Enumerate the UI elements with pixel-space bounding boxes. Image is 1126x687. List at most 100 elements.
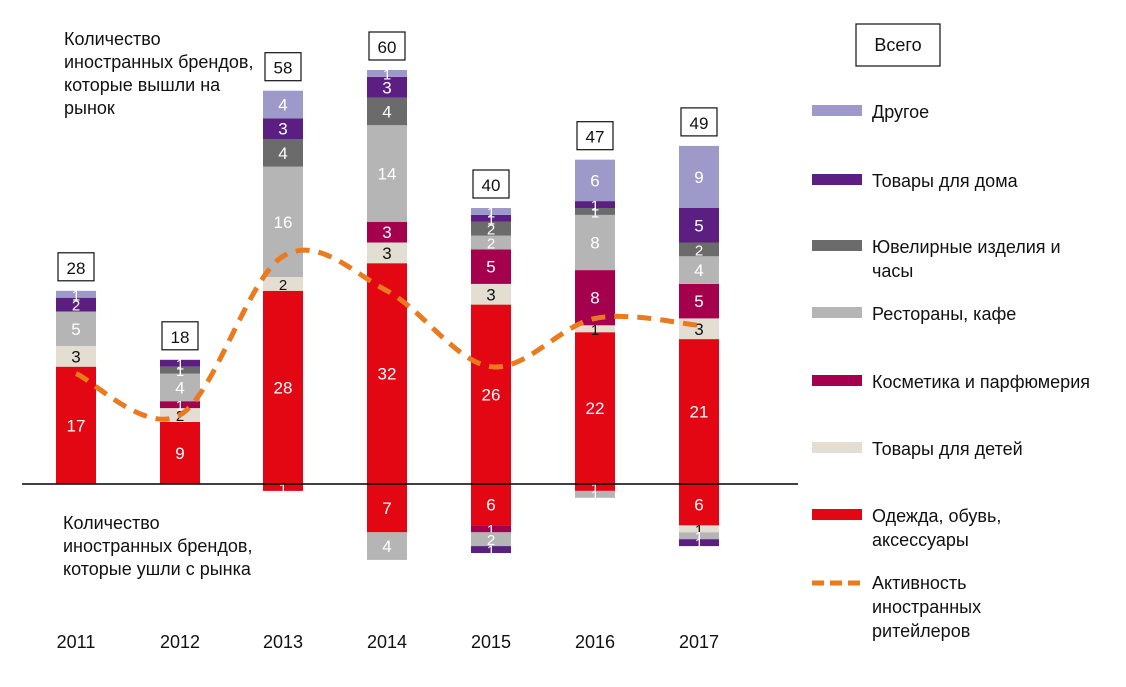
bar-2017-одежда-обувь-аксессуары	[679, 339, 719, 484]
total-box-2012	[161, 321, 199, 351]
bar-label-2014-рестораны-кафе: 14	[378, 165, 397, 184]
bar-2014-ювелирные-изделия-и-часы	[367, 97, 407, 126]
exited-caption: Количество иностранных брендов, которые уш…	[63, 513, 252, 579]
exit-bar-label-2017-одежда-обувь-аксессуары: 6	[694, 496, 703, 515]
bar-2013-товары-для-дома	[263, 118, 303, 139]
legend-label-line: иностранных	[872, 597, 981, 617]
legend-label-другое: Другое	[872, 102, 929, 122]
legend-label-одежда-обувь-аксессуары: Одежда, обувь, аксессуары	[872, 506, 1001, 550]
bar-label-2016-одежда-обувь-аксессуары: 22	[586, 399, 605, 418]
legend-label-line: часы	[872, 261, 913, 281]
exit-bar-2017-одежда-обувь-аксессуары	[679, 484, 719, 526]
exit-bar-label-2014-рестораны-кафе: 4	[382, 537, 391, 556]
total-box-2014	[368, 31, 406, 61]
bar-label-2013-рестораны-кафе: 16	[274, 213, 293, 232]
legend-total-box	[855, 23, 941, 67]
bar-label-2017-косметика-и-парфюмерия: 5	[694, 292, 703, 311]
bar-label-2014-ювелирные-изделия-и-часы: 4	[382, 102, 391, 121]
bar-2012-одежда-обувь-аксессуары	[160, 421, 200, 484]
bar-2017-косметика-и-парфюмерия	[679, 283, 719, 319]
bar-label-2014-одежда-обувь-аксессуары: 32	[378, 365, 397, 384]
exit-bar-2017-товары-для-детей	[679, 525, 719, 533]
bar-label-2013-другое: 4	[278, 96, 287, 115]
bar-label-2017-товары-для-дома: 5	[694, 216, 703, 235]
bar-label-2017-другое: 9	[694, 168, 703, 187]
legend-swatch-косметика-и-парфюмерия	[812, 375, 862, 386]
exit-bar-2013-одежда-обувь-аксессуары	[263, 484, 303, 491]
legend-total-label: Всего	[874, 35, 921, 55]
bar-2011-рестораны-кафе	[56, 311, 96, 346]
bar-label-2015-рестораны-кафе: 2	[487, 236, 495, 253]
legend-swatch-ювелирные-изделия-и-часы	[812, 240, 862, 251]
bar-label-2011-товары-для-детей: 3	[71, 347, 80, 366]
legend: Всего Другое Товары для дома Ювелирные изде…	[812, 23, 1090, 641]
bar-2016-рестораны-кафе	[575, 214, 615, 271]
year-axis-labels: 2011 2012 2013 2014 2015 2016 2017	[57, 632, 719, 652]
bar-label-2011-товары-для-дома: 2	[72, 298, 80, 315]
bar-label-2012-рестораны-кафе: 4	[175, 378, 184, 397]
legend-label-товары-для-детей: Товары для детей	[872, 439, 1023, 459]
total-box-2013	[264, 52, 302, 82]
bar-2015-одежда-обувь-аксессуары	[471, 304, 511, 484]
legend-swatch-рестораны-кафе	[812, 307, 862, 318]
bar-2015-косметика-и-парфюмерия	[471, 249, 511, 284]
bar-label-2011-другое: 1	[72, 287, 80, 304]
legend-label-line: Косметика и парфюмерия	[872, 372, 1090, 392]
activity-line	[74, 247, 700, 422]
bar-2011-одежда-обувь-аксессуары	[56, 366, 96, 484]
year-label-2016: 2016	[575, 632, 615, 652]
bar-label-2012-косметика-и-парфюмерия: 1	[176, 398, 184, 415]
bar-label-2016-ювелирные-изделия-и-часы: 1	[591, 204, 599, 221]
bar-2011-товары-для-дома	[56, 297, 96, 312]
year-label-2011: 2011	[57, 632, 96, 652]
bar-2012-товары-для-дома	[160, 359, 200, 367]
exit-bar-2014-одежда-обувь-аксессуары	[367, 484, 407, 533]
exit-bar-2015-рестораны-кафе	[471, 532, 511, 547]
bar-label-2012-ювелирные-изделия-и-часы: 1	[176, 363, 184, 380]
bar-2015-рестораны-кафе	[471, 235, 511, 250]
exit-bar-2015-одежда-обувь-аксессуары	[471, 484, 511, 526]
bar-label-2015-другое: 1	[487, 204, 495, 221]
bar-label-2015-ювелирные-изделия-и-часы: 2	[487, 222, 495, 239]
bar-label-2012-товары-для-дома: 1	[176, 356, 184, 373]
bar-2015-товары-для-дома	[471, 214, 511, 222]
exit-bar-2016-рестораны-кафе	[575, 490, 615, 498]
bar-2017-рестораны-кафе	[679, 256, 719, 284]
exit-bar-label-2017-товары-для-дома: 1	[695, 536, 703, 553]
exited-caption-line: Количество	[63, 513, 160, 533]
bar-2011-другое	[56, 290, 96, 298]
bar-label-2016-косметика-и-парфюмерия: 8	[590, 289, 599, 308]
exited-caption-line: которые ушли с рынка	[63, 559, 252, 579]
bar-2013-другое	[263, 90, 303, 119]
exit-bar-label-2015-рестораны-кафе: 2	[487, 532, 495, 549]
bar-2013-ювелирные-изделия-и-часы	[263, 139, 303, 167]
bar-label-2014-товары-для-детей: 3	[382, 244, 391, 263]
bar-label-2015-товары-для-дома: 1	[487, 211, 495, 228]
bar-2012-ювелирные-изделия-и-часы	[160, 366, 200, 374]
bar-label-2017-ювелирные-изделия-и-часы: 2	[695, 242, 703, 259]
entered-caption-line: Количество	[64, 29, 161, 49]
total-value-2013: 58	[274, 59, 293, 78]
bar-label-2013-товары-для-детей: 2	[279, 277, 287, 294]
bar-label-2017-рестораны-кафе: 4	[694, 261, 703, 280]
legend-label-line: Другое	[872, 102, 929, 122]
bar-label-2016-рестораны-кафе: 8	[590, 234, 599, 253]
year-label-2015: 2015	[471, 632, 511, 652]
bar-label-2016-товары-для-дома: 1	[591, 198, 599, 215]
bar-label-2013-товары-для-дома: 3	[278, 120, 287, 139]
exit-bar-2015-косметика-и-парфюмерия	[471, 525, 511, 533]
bar-label-2015-косметика-и-парфюмерия: 5	[486, 258, 495, 277]
bar-2011-товары-для-детей	[56, 346, 96, 367]
bar-2015-товары-для-детей	[471, 283, 511, 305]
bar-label-2011-одежда-обувь-аксессуары: 17	[67, 416, 86, 435]
exit-bar-2015-товары-для-дома	[471, 546, 511, 553]
exit-bar-label-2017-товары-для-детей: 1	[695, 522, 703, 539]
bar-2014-товары-для-детей	[367, 242, 407, 264]
total-value-2017: 49	[690, 114, 709, 133]
total-box-2016	[576, 121, 614, 151]
legend-label-line: аксессуары	[872, 530, 969, 550]
exit-bar-label-2015-косметика-и-парфюмерия: 1	[487, 522, 495, 539]
total-box-2017	[680, 107, 718, 137]
bar-2017-ювелирные-изделия-и-часы	[679, 242, 719, 257]
